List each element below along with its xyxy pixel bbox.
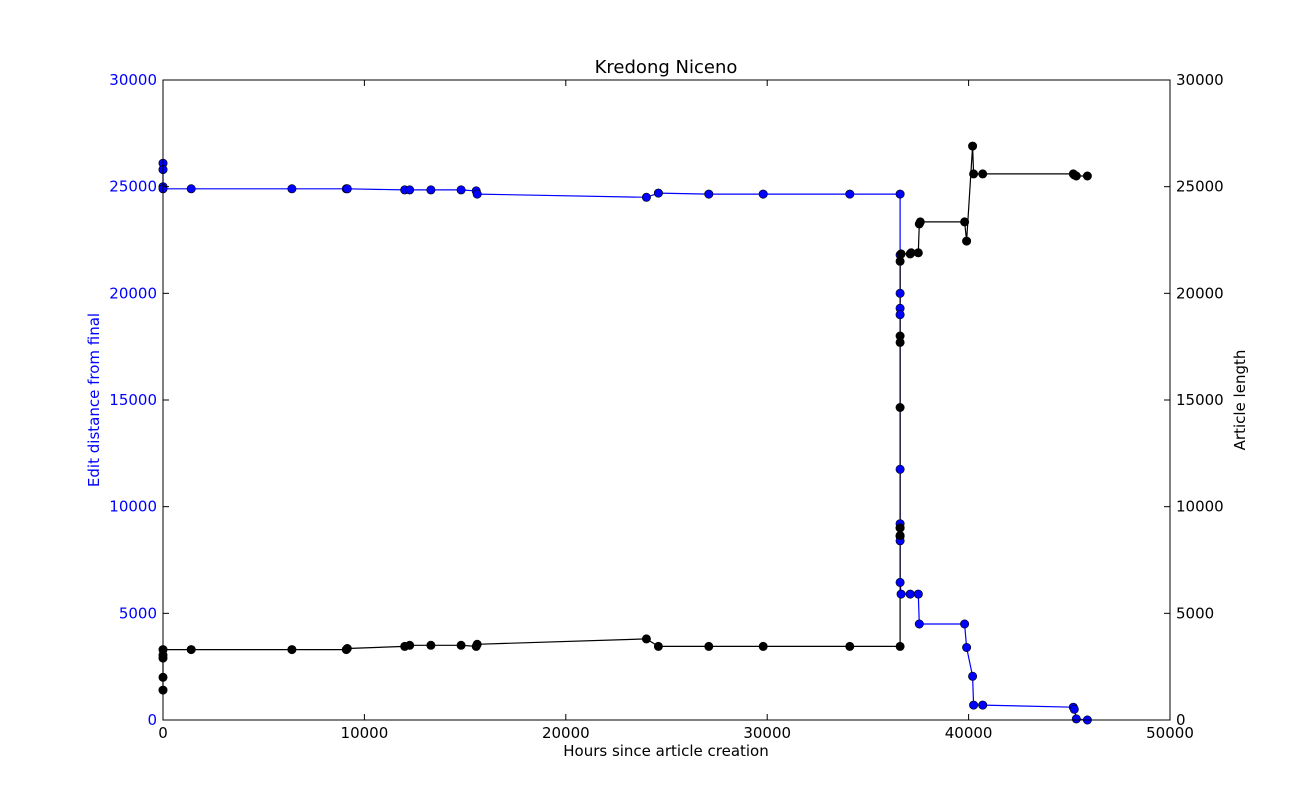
article-length-point xyxy=(405,640,415,650)
x-tick-label: 0 xyxy=(158,724,168,742)
y-right-tick-label: 15000 xyxy=(1176,391,1224,409)
edit-distance-point xyxy=(969,700,979,710)
edit-distance-point xyxy=(896,589,906,599)
edit-distance-point xyxy=(405,185,415,195)
edit-distance-point xyxy=(960,619,970,629)
edit-distance-point xyxy=(456,185,466,195)
edit-distance-point xyxy=(845,189,855,199)
y-left-tick-label: 10000 xyxy=(109,498,157,516)
article-length-point xyxy=(895,256,905,266)
article-length-point xyxy=(896,249,906,259)
x-axis-title: Hours since article creation xyxy=(563,742,769,760)
plot-frame xyxy=(162,79,1171,721)
article-length-point xyxy=(969,169,979,179)
edit-distance-point xyxy=(968,671,978,681)
y-left-tick-label: 0 xyxy=(147,711,157,729)
edit-distance-point xyxy=(641,192,651,202)
article-length-point xyxy=(913,248,923,258)
x-tick-label: 10000 xyxy=(341,724,389,742)
article-length-point xyxy=(845,641,855,651)
article-length-point xyxy=(968,141,978,151)
x-tick-label: 30000 xyxy=(743,724,791,742)
y-left-tick-label: 30000 xyxy=(109,71,157,89)
chart-title: Kredong Niceno xyxy=(595,57,738,78)
article-length-point xyxy=(758,641,768,651)
y-left-tick-label: 15000 xyxy=(109,391,157,409)
edit-distance-point xyxy=(895,577,905,587)
edit-distance-point xyxy=(1071,714,1081,724)
edit-distance-point xyxy=(978,700,988,710)
article-length-point xyxy=(915,217,925,227)
edit-distance-point xyxy=(914,619,924,629)
article-length-point xyxy=(472,639,482,649)
y-left-tick-label: 5000 xyxy=(119,604,157,622)
article-length-point xyxy=(978,169,988,179)
article-length-point xyxy=(1082,171,1092,181)
article-length-point xyxy=(895,331,905,341)
article-length-point xyxy=(895,402,905,412)
article-length-point xyxy=(1071,171,1081,181)
article-length-point xyxy=(962,236,972,246)
edit-distance-point xyxy=(895,310,905,320)
edit-distance-point xyxy=(653,188,663,198)
edit-distance-point xyxy=(895,464,905,474)
article-length-point xyxy=(426,640,436,650)
edit-distance-point xyxy=(287,184,297,194)
article-length-point xyxy=(704,641,714,651)
edit-distance-point xyxy=(913,589,923,599)
edit-distance-point xyxy=(472,189,482,199)
article-length-point xyxy=(287,645,297,655)
y-right-tick-label: 30000 xyxy=(1176,71,1224,89)
article-length-point xyxy=(895,530,905,540)
article-length-point xyxy=(456,640,466,650)
y-left-tick-label: 25000 xyxy=(109,178,157,196)
x-tick-label: 50000 xyxy=(1146,724,1194,742)
y-right-tick-label: 5000 xyxy=(1176,604,1214,622)
x-tick-label: 40000 xyxy=(945,724,993,742)
y-left-tick-label: 20000 xyxy=(109,284,157,302)
edit-distance-point xyxy=(895,189,905,199)
article-length-point xyxy=(342,643,352,653)
y-axis-left-title: Edit distance from final xyxy=(85,313,103,487)
article-length-point xyxy=(641,634,651,644)
edit-distance-point xyxy=(704,189,714,199)
article-length-point xyxy=(653,641,663,651)
article-length-point xyxy=(960,217,970,227)
y-right-tick-label: 10000 xyxy=(1176,498,1224,516)
article-length-point xyxy=(186,645,196,655)
article-length-point xyxy=(895,523,905,533)
y-right-tick-label: 0 xyxy=(1176,711,1186,729)
article-length-line xyxy=(162,146,1088,691)
x-tick-label: 20000 xyxy=(542,724,590,742)
edit-distance-point xyxy=(758,189,768,199)
edit-distance-point xyxy=(342,184,352,194)
y-right-tick-label: 20000 xyxy=(1176,284,1224,302)
edit-distance-point xyxy=(895,288,905,298)
plot-area xyxy=(158,141,1092,725)
edit-distance-point xyxy=(905,589,915,599)
edit-distance-point xyxy=(962,642,972,652)
edit-distance-line xyxy=(162,163,1088,721)
y-right-tick-label: 25000 xyxy=(1176,178,1224,196)
edit-distance-point xyxy=(426,185,436,195)
axis-ticks: 0 10000 20000 30000 40000 5000005000100001500… xyxy=(109,71,1223,742)
edit-distance-point xyxy=(186,184,196,194)
article-length-point xyxy=(895,641,905,651)
y-axis-right-title: Article length xyxy=(1231,350,1249,451)
edit-distance-point xyxy=(1069,704,1079,714)
